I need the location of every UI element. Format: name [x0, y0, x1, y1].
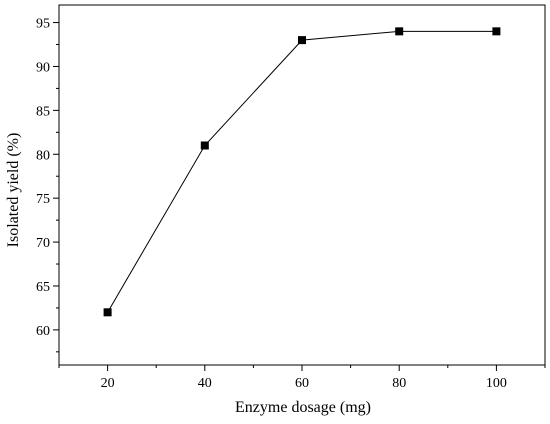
x-tick-label: 60: [295, 376, 309, 391]
y-tick-label: 90: [36, 60, 50, 75]
y-tick-label: 65: [36, 280, 50, 295]
x-tick-label: 100: [486, 376, 507, 391]
y-tick-label: 60: [36, 324, 50, 339]
x-tick-label: 40: [198, 376, 212, 391]
data-point-marker: [200, 141, 209, 150]
y-tick-label: 85: [36, 104, 50, 119]
y-tick-label: 95: [36, 17, 50, 32]
series-line: [107, 30, 497, 313]
plot-frame: [58, 4, 546, 366]
y-tick-label: 75: [36, 192, 50, 207]
y-tick-label: 80: [36, 148, 50, 163]
y-axis-title: Isolated yield (%): [5, 133, 22, 248]
data-point-marker: [103, 308, 112, 317]
data-point-marker: [492, 27, 501, 36]
x-axis-title: Enzyme dosage (mg): [235, 399, 371, 416]
x-tick-label: 20: [101, 376, 115, 391]
data-point-marker: [298, 36, 306, 45]
y-tick-label: 70: [36, 236, 50, 251]
x-tick-label: 80: [392, 376, 406, 391]
data-point-marker: [395, 27, 404, 36]
